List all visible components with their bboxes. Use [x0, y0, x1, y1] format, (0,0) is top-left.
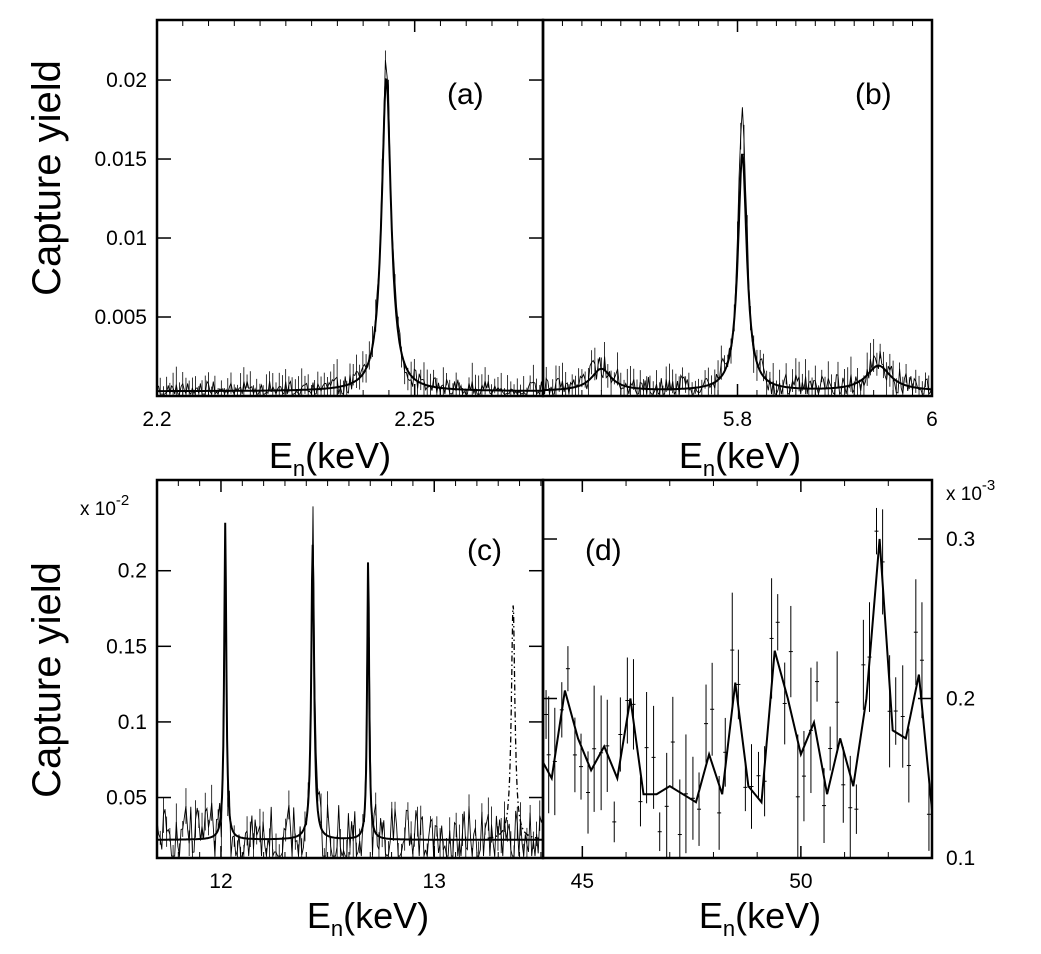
panel-d-data: [542, 507, 933, 857]
panel-d-annotation: (d): [585, 534, 622, 567]
panel-a-xtick-label-1: 2.25: [394, 408, 435, 431]
panel-d-ytick-label-0: 0.1: [946, 847, 975, 870]
panel-c-ytick-label-0: 0.05: [106, 787, 147, 810]
panel-d-exponent: x 10-3: [946, 477, 995, 505]
ylabel-top: Capture yield: [25, 60, 69, 296]
panel-a-fit-curve: [157, 78, 544, 393]
ylabel-bottom: Capture yield: [25, 562, 69, 798]
panel-c-ytick-label-3: 0.2: [118, 560, 147, 583]
panel-a: 2.2 2.25 0.005 0.01 0.015 0.02 (a) En(keV): [94, 18, 545, 481]
panel-d-ytick-label-2: 0.3: [946, 528, 975, 551]
panel-d-ticks: 45 50 0.1 0.2 0.3: [543, 480, 975, 893]
panel-d-frame: [541, 478, 934, 860]
panel-a-ticks: 2.2 2.25 0.005 0.01 0.015 0.02: [94, 20, 543, 431]
panel-b-data: [542, 107, 933, 396]
panel-c-ytick-label-1: 0.1: [118, 711, 147, 734]
panel-a-ytick-label-2: 0.015: [94, 148, 147, 171]
panel-c-dashed-curve: [487, 605, 539, 839]
panel-b-ticks: 5.8 6: [542, 20, 938, 431]
panel-a-data: [156, 50, 544, 396]
panel-c-xtick-label-1: 13: [423, 870, 446, 893]
panel-a-ytick-label-0: 0.005: [94, 306, 147, 329]
panel-d-xlabel: En(keV): [699, 895, 821, 941]
panel-a-ytick-label-1: 0.01: [106, 227, 147, 250]
panel-c-xlabel: En(keV): [307, 895, 429, 941]
panel-c-data: [156, 506, 544, 857]
panel-a-frame: [155, 18, 545, 398]
panel-d-xtick-label-1: 50: [789, 870, 812, 893]
panel-c-measured-data: [156, 506, 544, 857]
panel-c: 12 13 0.05 0.1 0.15 0.2 x 10-2 (c) En(keV): [80, 478, 545, 941]
panel-d: 45 50 0.1 0.2 0.3 x 10-3 (d) En(keV): [541, 477, 995, 941]
panel-b-xtick-label-0: 5.8: [723, 408, 752, 431]
panel-b-fit-curve: [543, 153, 932, 392]
panel-a-xlabel: En(keV): [269, 435, 391, 481]
panel-a-ytick-label-3: 0.02: [106, 69, 147, 92]
panel-a-xtick-label-0: 2.2: [142, 408, 171, 431]
panel-c-exponent: x 10-2: [80, 492, 129, 520]
panel-b-xlabel: En(keV): [679, 435, 801, 481]
panel-c-ytick-label-2: 0.15: [106, 635, 147, 658]
panel-a-measured-data: [156, 60, 544, 396]
panel-c-xtick-label-0: 12: [209, 870, 232, 893]
panel-b: 5.8 6 (b) En(keV): [541, 18, 938, 481]
panel-c-ticks: 12 13 0.05 0.1 0.15 0.2: [106, 480, 543, 893]
panel-a-annotation: (a): [447, 78, 484, 111]
panel-d-xtick-label-0: 45: [571, 870, 594, 893]
panel-c-annotation: (c): [467, 534, 502, 567]
panel-d-fit-curve: [542, 538, 933, 811]
panel-b-annotation: (b): [855, 78, 892, 111]
panel-c-fit-curve: [157, 522, 543, 841]
panel-d-ytick-label-1: 0.2: [946, 688, 975, 711]
panel-b-xtick-label-1: 6: [926, 408, 938, 431]
